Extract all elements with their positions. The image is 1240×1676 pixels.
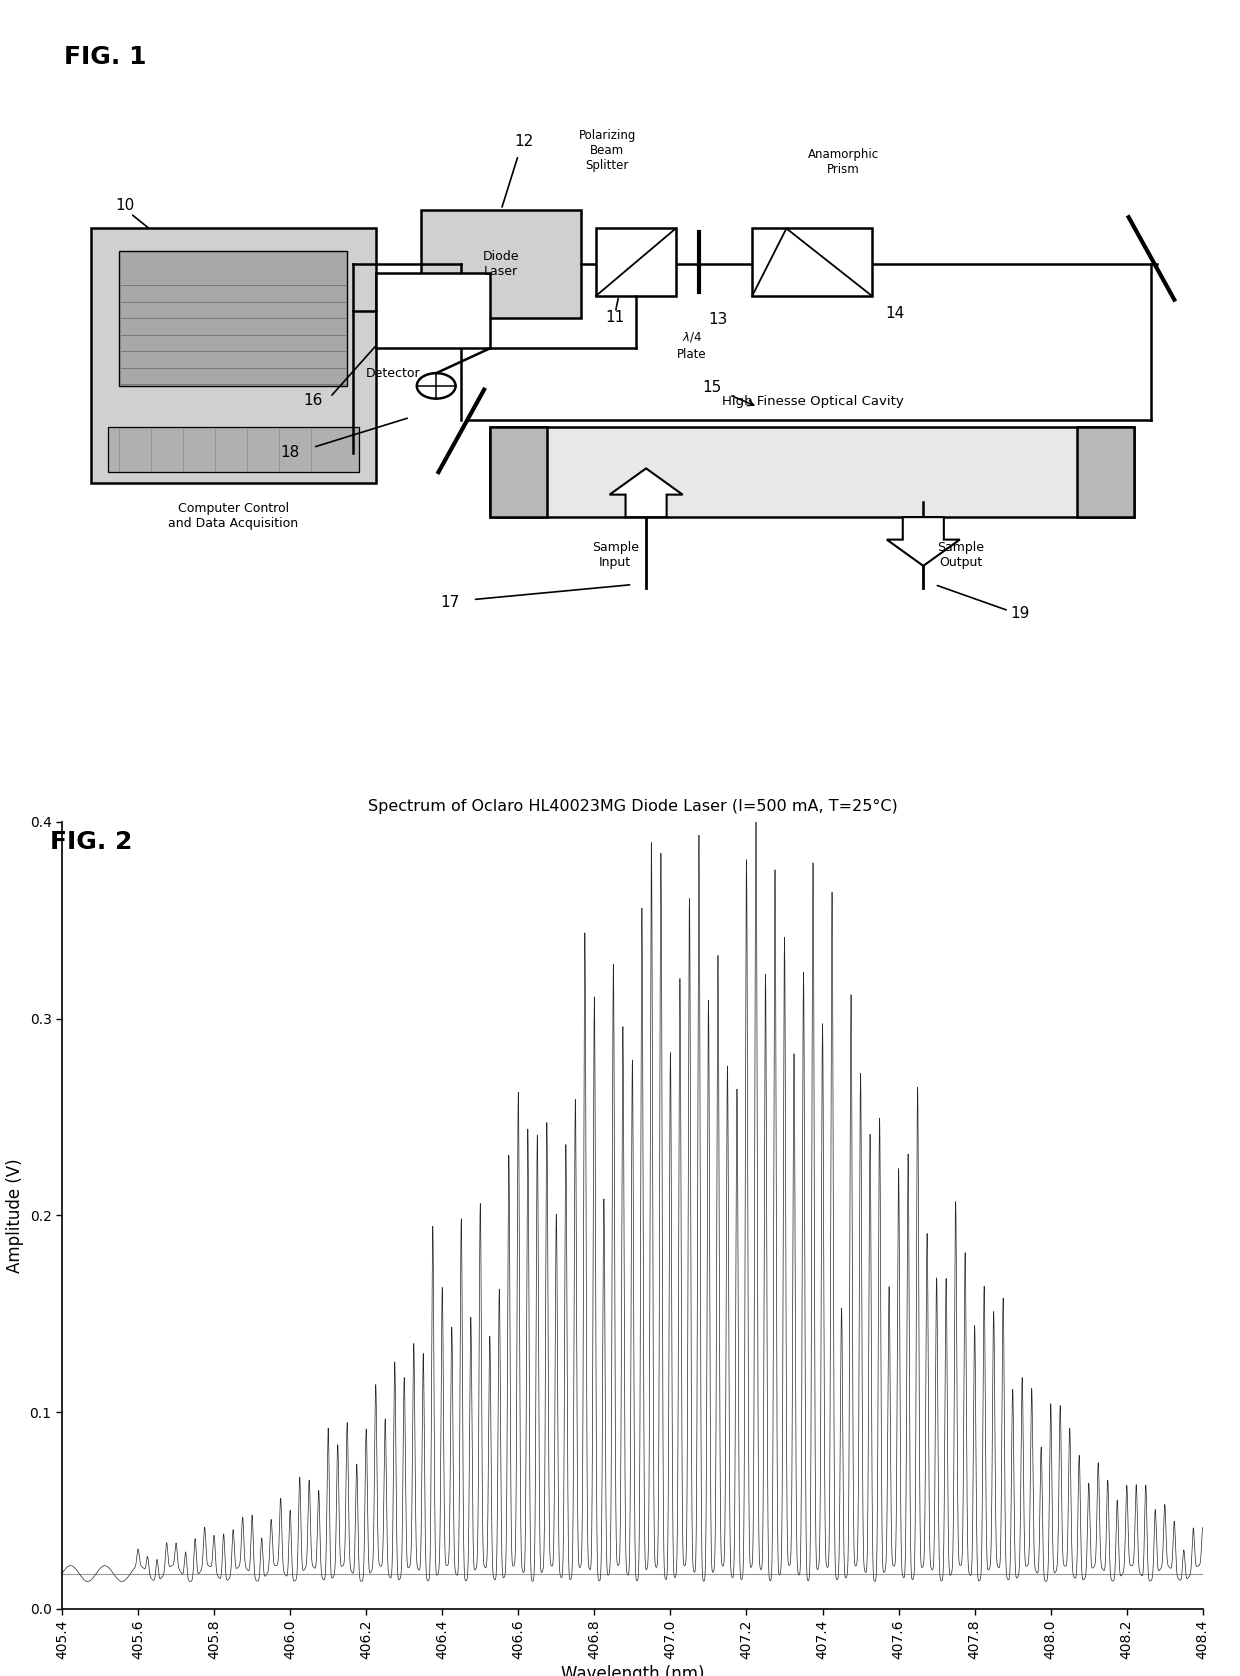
Text: 19: 19 [1011,607,1030,622]
Text: $\lambda$/4: $\lambda$/4 [682,330,702,344]
X-axis label: Wavelength (nm): Wavelength (nm) [560,1664,704,1676]
Bar [91,228,376,483]
Text: High Finesse Optical Cavity: High Finesse Optical Cavity [722,396,904,409]
Text: Sample
Output: Sample Output [937,541,985,568]
Bar [119,251,347,385]
Bar [1078,427,1135,518]
Text: FIG. 1: FIG. 1 [64,45,146,69]
Text: Diode
Laser: Diode Laser [482,250,520,278]
Polygon shape [887,518,960,566]
Polygon shape [610,468,682,518]
Text: FIG. 2: FIG. 2 [50,830,131,853]
Bar [108,427,358,473]
Text: 10: 10 [115,198,134,213]
Text: Sample
Input: Sample Input [591,541,639,568]
Text: 16: 16 [304,392,322,407]
Text: Polarizing
Beam
Splitter: Polarizing Beam Splitter [579,129,636,173]
Text: 15: 15 [703,380,722,396]
Title: Spectrum of Oclaro HL40023MG Diode Laser (I=500 mA, T=25°C): Spectrum of Oclaro HL40023MG Diode Laser… [367,798,898,813]
Text: 14: 14 [885,307,904,322]
Bar [596,228,676,297]
Text: 17: 17 [440,595,460,610]
Text: Detector: Detector [366,367,420,380]
Text: Computer Control
and Data Acquisition: Computer Control and Data Acquisition [169,503,298,530]
Text: 12: 12 [515,134,533,149]
Text: Plate: Plate [677,349,707,362]
Bar [490,427,547,518]
Text: 18: 18 [280,446,300,461]
Text: 13: 13 [708,312,728,327]
Text: Anamorphic
Prism: Anamorphic Prism [808,147,879,176]
Bar [376,273,490,349]
Bar [422,210,582,318]
Bar [490,427,1135,518]
Y-axis label: Amplitude (V): Amplitude (V) [6,1158,24,1272]
Text: 11: 11 [605,310,625,325]
Bar [753,228,872,297]
